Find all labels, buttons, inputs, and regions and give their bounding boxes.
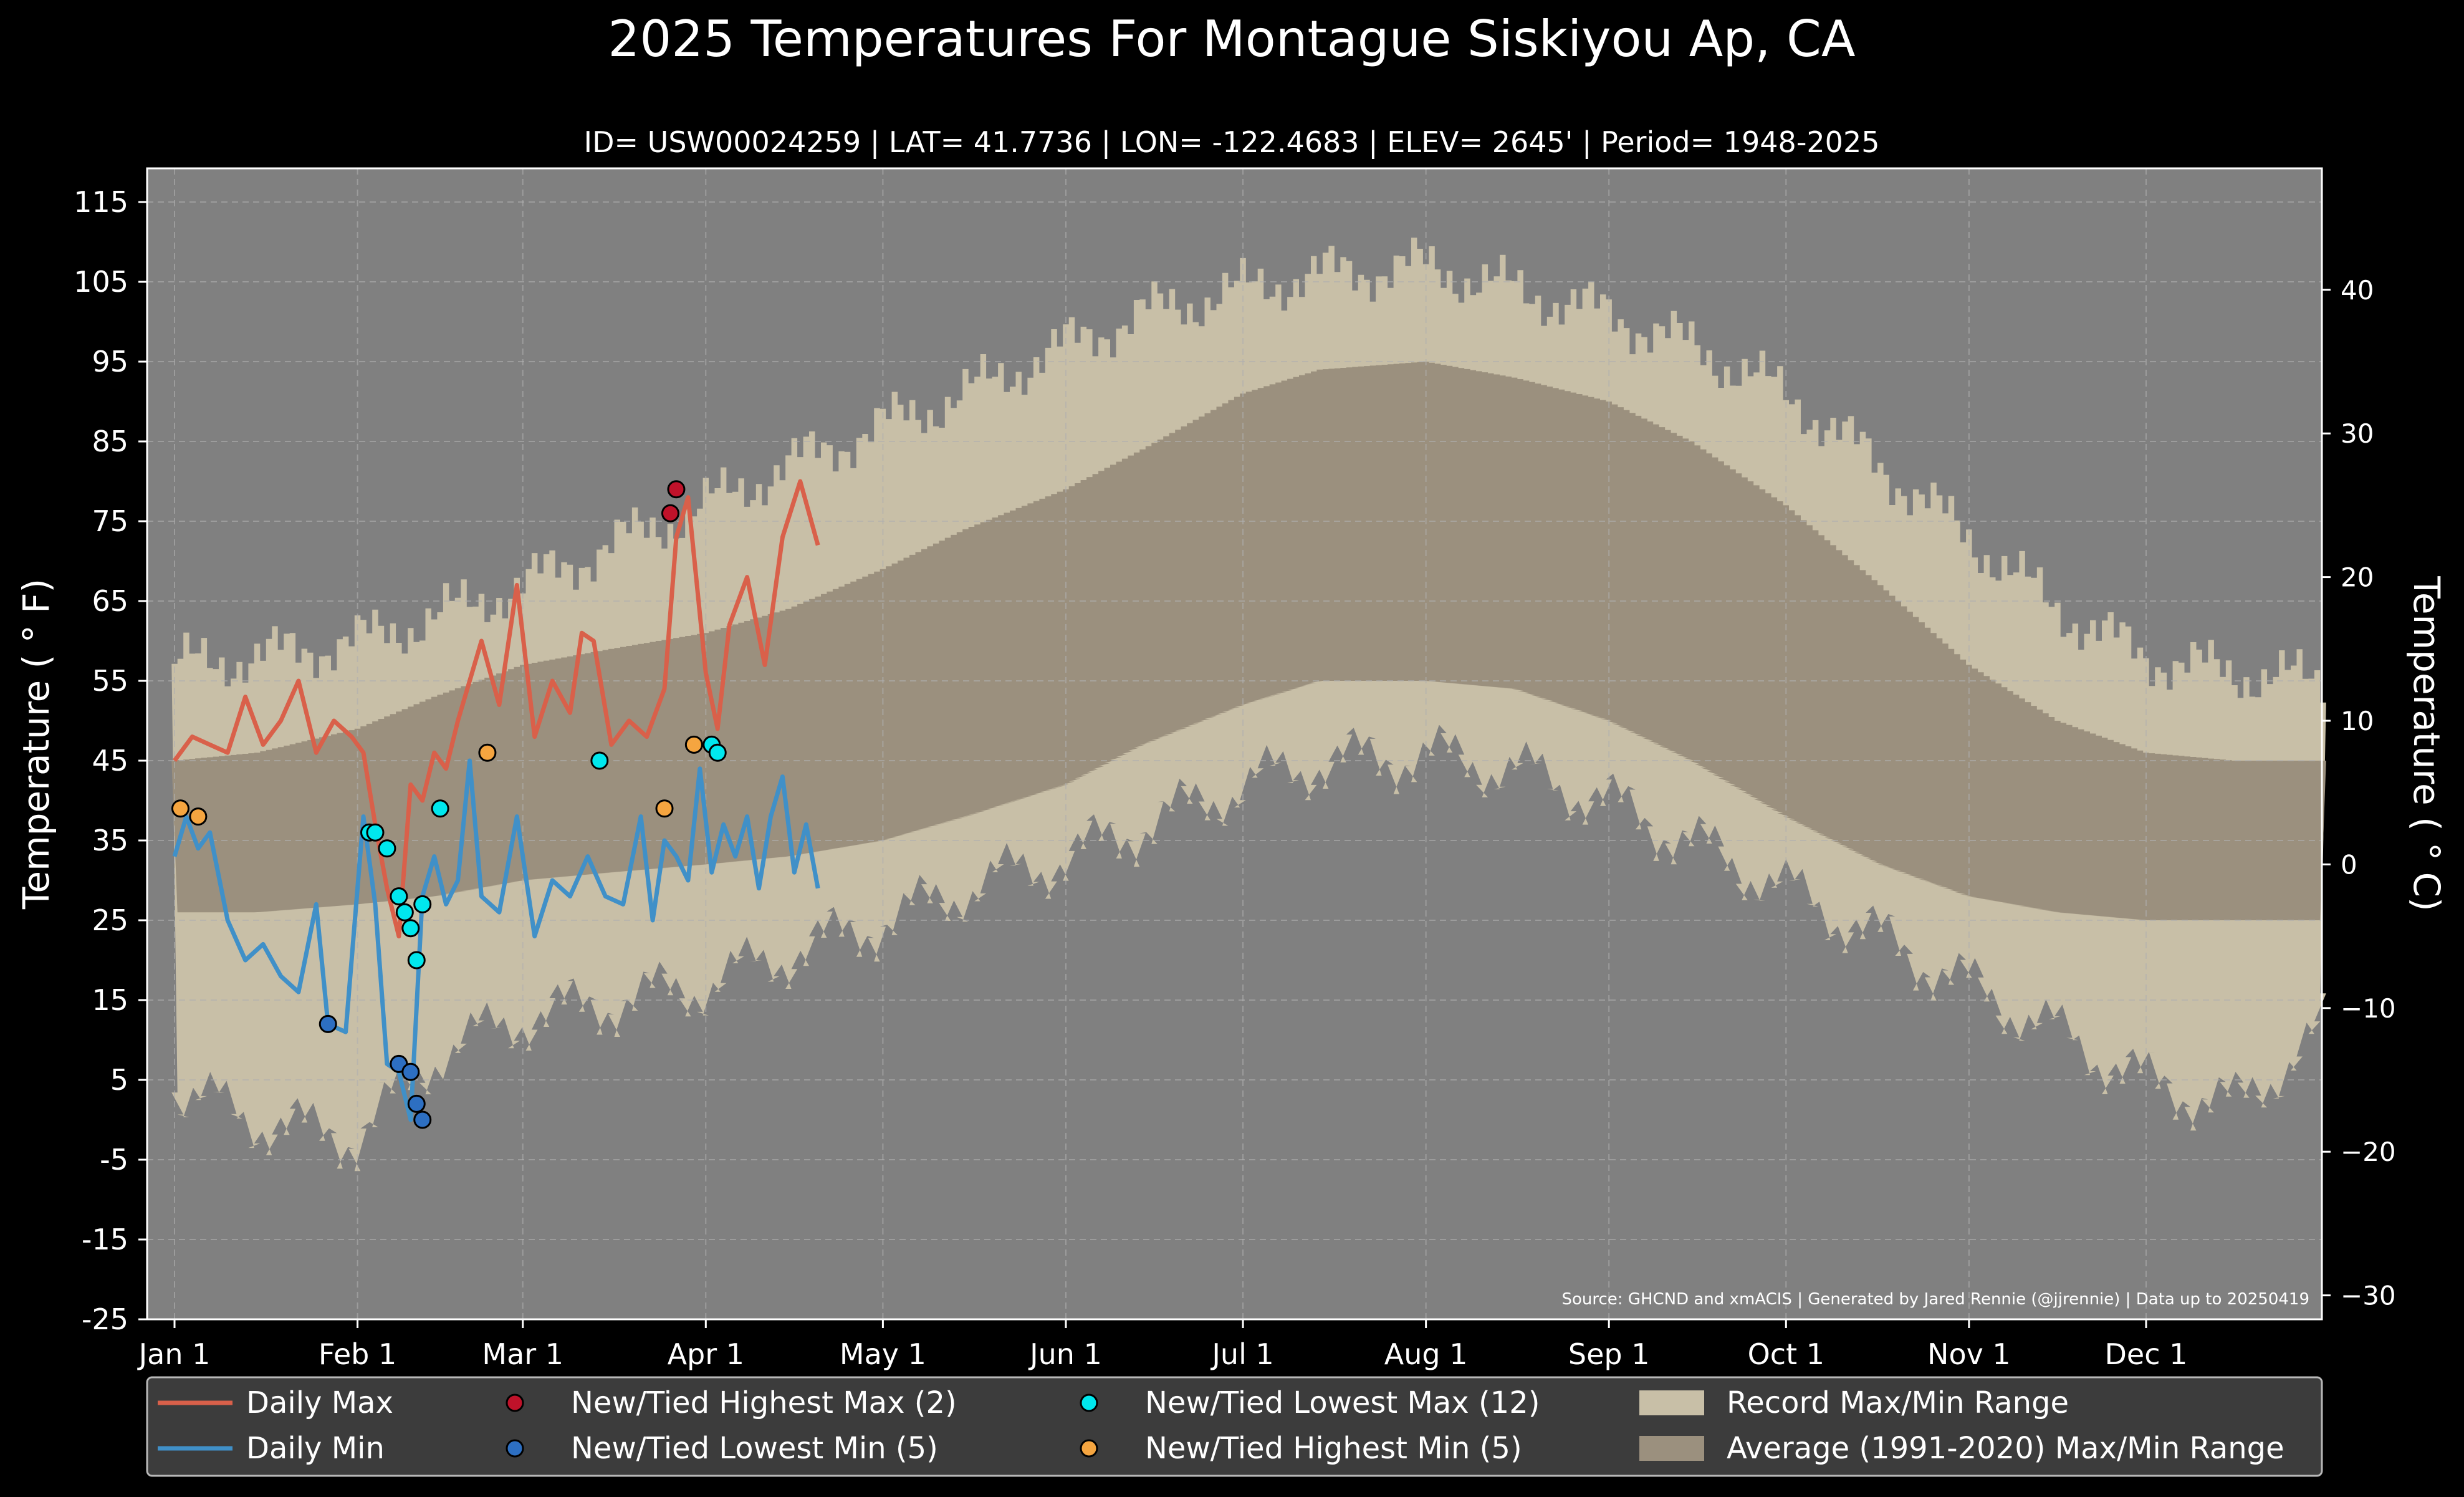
legend-label-daily-min: Daily Min <box>246 1431 385 1466</box>
y-tick-label: -5 <box>100 1143 128 1177</box>
y-tick-label: 55 <box>92 664 128 698</box>
x-tick-label: Sep 1 <box>1568 1337 1650 1371</box>
chart-title: 2025 Temperatures For Montague Siskiyou … <box>608 10 1855 68</box>
y-right-tick-label: 30 <box>2341 418 2374 449</box>
record-marker-new-tied-lowest-min <box>413 1110 432 1129</box>
y-axis-right-ticks: 40 30 20 10 0 −10 −20 −30 <box>2322 275 2396 1311</box>
y-right-tick-label: 10 <box>2341 706 2374 736</box>
chart-subtitle: ID= USW00024259 | LAT= 41.7736 | LON= -1… <box>584 125 1880 160</box>
legend-box <box>146 1376 2323 1477</box>
legend-label-record-range: Record Max/Min Range <box>1727 1385 2069 1420</box>
record-marker-new-tied-lowest-min <box>319 1014 337 1033</box>
legend-swatch-lowest-max <box>1080 1394 1098 1412</box>
record-range-band <box>171 238 2326 1172</box>
y-tick-label: 105 <box>74 265 128 299</box>
y-tick-label: -15 <box>82 1223 128 1256</box>
average-range-band <box>171 362 2326 920</box>
legend-swatch-record-range <box>1639 1390 1704 1415</box>
x-tick-label: Jul 1 <box>1210 1337 1273 1371</box>
record-markers <box>171 480 727 1129</box>
legend-label-lowest-max: New/Tied Lowest Max (12) <box>1145 1385 1540 1420</box>
record-marker-new-tied-lowest-max <box>407 951 426 970</box>
y-right-tick-label: 40 <box>2341 275 2374 306</box>
y-right-tick-label: −20 <box>2341 1137 2396 1167</box>
legend-label-average-range: Average (1991-2020) Max/Min Range <box>1727 1431 2284 1466</box>
y-tick-label: 95 <box>92 345 128 378</box>
y-right-tick-label: −30 <box>2341 1281 2396 1311</box>
x-tick-label: Feb 1 <box>319 1337 396 1371</box>
y-axis-left-label: Temperature ( ° F) <box>15 579 57 910</box>
record-marker-new-tied-lowest-min <box>407 1094 426 1113</box>
y-tick-label: 5 <box>110 1063 128 1097</box>
record-marker-new-tied-lowest-max <box>431 799 449 818</box>
record-marker-new-tied-highest-max <box>667 480 686 499</box>
y-tick-label: 25 <box>92 903 128 937</box>
legend-label-lowest-min: New/Tied Lowest Min (5) <box>571 1431 938 1466</box>
y-right-tick-label: 0 <box>2341 849 2357 880</box>
y-tick-label: 85 <box>92 425 128 458</box>
record-marker-new-tied-lowest-min <box>401 1062 420 1081</box>
record-marker-new-tied-lowest-max <box>413 895 432 913</box>
legend-swatch-average-range <box>1639 1436 1704 1461</box>
y-tick-label: 75 <box>92 504 128 538</box>
y-right-tick-label: 20 <box>2341 562 2374 593</box>
source-note: Source: GHCND and xmACIS | Generated by … <box>1561 1290 2309 1309</box>
y-tick-label: -25 <box>82 1302 128 1336</box>
y-tick-label: 35 <box>92 824 128 857</box>
record-marker-new-tied-highest-min <box>478 743 497 762</box>
x-tick-label: Dec 1 <box>2105 1337 2188 1371</box>
x-tick-label: Jan 1 <box>137 1337 211 1371</box>
x-tick-label: Mar 1 <box>482 1337 563 1371</box>
series-daily-min-line <box>172 758 820 1122</box>
record-marker-new-tied-lowest-max <box>378 839 396 858</box>
record-marker-new-tied-lowest-max <box>395 903 414 922</box>
y-axis-right-label: Temperature ( ° C) <box>2405 575 2448 911</box>
x-tick-label: Nov 1 <box>1927 1337 2011 1371</box>
x-tick-label: Oct 1 <box>1748 1337 1824 1371</box>
legend: Daily Max Daily Min New/Tied Highest Max… <box>146 1376 2323 1477</box>
record-marker-new-tied-lowest-max <box>401 919 420 938</box>
y-right-tick-label: −10 <box>2341 993 2396 1024</box>
record-marker-new-tied-highest-max <box>661 504 679 522</box>
legend-swatch-lowest-min <box>506 1439 524 1458</box>
y-tick-label: 45 <box>92 744 128 777</box>
y-tick-label: 115 <box>74 185 128 219</box>
legend-label-highest-max: New/Tied Highest Max (2) <box>571 1385 957 1420</box>
record-marker-new-tied-highest-min <box>171 799 189 818</box>
record-marker-new-tied-highest-min <box>684 735 703 754</box>
series-daily-max-line <box>173 479 820 939</box>
plot-frame <box>146 167 2323 1321</box>
record-marker-new-tied-highest-min <box>189 807 208 826</box>
y-tick-label: 15 <box>92 983 128 1017</box>
record-marker-new-tied-lowest-max <box>390 887 408 906</box>
legend-label-highest-min: New/Tied Highest Min (5) <box>1145 1431 1522 1466</box>
legend-swatch-highest-min <box>1080 1439 1098 1458</box>
plot-area: Source: GHCND and xmACIS | Generated by … <box>146 167 2326 1321</box>
x-tick-label: Apr 1 <box>668 1337 744 1371</box>
x-tick-label: May 1 <box>840 1337 926 1371</box>
y-axis-left-ticks: 115 105 95 85 75 65 55 45 35 25 15 5 -5 -15 -25 <box>74 185 147 1336</box>
legend-swatch-highest-max <box>506 1394 524 1412</box>
record-marker-new-tied-lowest-max <box>366 823 385 842</box>
x-axis-ticks: Jan 1 Feb 1 Mar 1 Apr 1 May 1 Jun 1 Jul 1 Aug 1… <box>137 1319 2188 1371</box>
legend-label-daily-max: Daily Max <box>246 1385 393 1420</box>
record-marker-new-tied-highest-min <box>655 799 674 818</box>
y-tick-label: 65 <box>92 584 128 618</box>
x-tick-label: Jun 1 <box>1028 1337 1102 1371</box>
record-marker-new-tied-lowest-max <box>590 751 609 770</box>
x-tick-label: Aug 1 <box>1384 1337 1468 1371</box>
record-marker-new-tied-lowest-max <box>708 743 727 762</box>
